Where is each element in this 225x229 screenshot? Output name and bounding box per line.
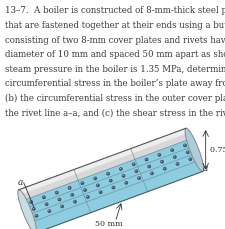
Ellipse shape <box>184 128 203 172</box>
Circle shape <box>188 157 191 161</box>
Circle shape <box>149 172 153 175</box>
Circle shape <box>147 165 149 167</box>
Circle shape <box>121 174 125 178</box>
Text: steam pressure in the boiler is 1.35 MPa, determine (a) the: steam pressure in the boiler is 1.35 MPa… <box>4 65 225 74</box>
Polygon shape <box>19 128 189 200</box>
Circle shape <box>84 189 85 190</box>
Circle shape <box>67 186 71 190</box>
Text: consisting of two 8-mm cover plates and rivets having a: consisting of two 8-mm cover plates and … <box>4 36 225 45</box>
Circle shape <box>112 186 113 188</box>
Circle shape <box>111 186 115 189</box>
Circle shape <box>74 201 75 202</box>
Circle shape <box>34 214 38 218</box>
Circle shape <box>98 190 102 194</box>
Circle shape <box>188 158 190 159</box>
Circle shape <box>61 205 62 207</box>
Circle shape <box>35 215 36 216</box>
Circle shape <box>176 163 177 164</box>
Circle shape <box>83 188 87 192</box>
Circle shape <box>125 182 126 183</box>
Circle shape <box>132 163 133 164</box>
Circle shape <box>135 170 136 171</box>
Text: a: a <box>18 178 23 187</box>
Circle shape <box>81 182 82 183</box>
Circle shape <box>147 165 151 168</box>
Circle shape <box>73 200 76 204</box>
Circle shape <box>175 162 179 166</box>
Circle shape <box>144 158 148 161</box>
Circle shape <box>150 172 151 174</box>
Circle shape <box>172 155 176 159</box>
Circle shape <box>134 169 138 173</box>
Circle shape <box>47 209 51 213</box>
Circle shape <box>106 173 108 174</box>
Circle shape <box>94 177 95 179</box>
Circle shape <box>158 154 159 155</box>
Circle shape <box>60 204 64 208</box>
Circle shape <box>106 172 110 176</box>
Text: 50 mm: 50 mm <box>94 220 122 228</box>
Text: 0.75 m: 0.75 m <box>209 146 225 154</box>
Circle shape <box>86 196 88 197</box>
Circle shape <box>86 195 89 199</box>
Circle shape <box>58 199 59 200</box>
Circle shape <box>186 151 187 153</box>
Circle shape <box>30 201 31 202</box>
Circle shape <box>96 183 99 187</box>
Circle shape <box>163 168 164 169</box>
Circle shape <box>119 168 121 169</box>
Circle shape <box>157 153 161 157</box>
Circle shape <box>137 176 140 180</box>
Circle shape <box>185 150 189 154</box>
Circle shape <box>43 196 44 197</box>
Text: 13–7.  A boiler is constructed of 8-mm-thick steel plates: 13–7. A boiler is constructed of 8-mm-th… <box>4 6 225 15</box>
Circle shape <box>182 144 186 147</box>
Circle shape <box>122 175 123 176</box>
Circle shape <box>109 180 110 181</box>
Ellipse shape <box>18 190 36 229</box>
Polygon shape <box>19 128 187 195</box>
Circle shape <box>42 196 46 199</box>
Text: a: a <box>202 164 207 173</box>
Circle shape <box>124 181 128 185</box>
Circle shape <box>93 177 97 180</box>
Circle shape <box>80 181 84 185</box>
Circle shape <box>145 158 146 160</box>
Circle shape <box>99 191 100 192</box>
Circle shape <box>118 167 122 171</box>
Circle shape <box>131 162 135 166</box>
Polygon shape <box>19 128 202 229</box>
Circle shape <box>137 177 139 178</box>
Circle shape <box>108 179 112 183</box>
Circle shape <box>96 184 98 185</box>
Text: diameter of 10 mm and spaced 50 mm apart as shown. If the: diameter of 10 mm and spaced 50 mm apart… <box>4 50 225 59</box>
Text: that are fastened together at their ends using a butt joint: that are fastened together at their ends… <box>4 21 225 30</box>
Circle shape <box>70 193 74 197</box>
Circle shape <box>32 207 36 211</box>
Circle shape <box>57 198 61 201</box>
Circle shape <box>162 167 166 171</box>
Circle shape <box>48 210 49 211</box>
Circle shape <box>29 200 33 204</box>
Circle shape <box>45 203 47 204</box>
Circle shape <box>160 161 162 162</box>
Text: circumferential stress in the boiler’s plate away from the seam,: circumferential stress in the boiler’s p… <box>4 79 225 88</box>
Text: (b) the circumferential stress in the outer cover plate along: (b) the circumferential stress in the ou… <box>4 94 225 103</box>
Circle shape <box>170 149 172 150</box>
Circle shape <box>159 160 163 164</box>
Circle shape <box>55 191 58 194</box>
Circle shape <box>169 148 173 152</box>
Circle shape <box>173 156 174 157</box>
Circle shape <box>45 202 48 206</box>
Circle shape <box>33 208 34 209</box>
Circle shape <box>71 194 72 195</box>
Circle shape <box>68 187 70 188</box>
Circle shape <box>183 144 184 146</box>
Text: the rivet line a–a, and (c) the shear stress in the rivets.: the rivet line a–a, and (c) the shear st… <box>4 109 225 117</box>
Circle shape <box>55 191 57 193</box>
